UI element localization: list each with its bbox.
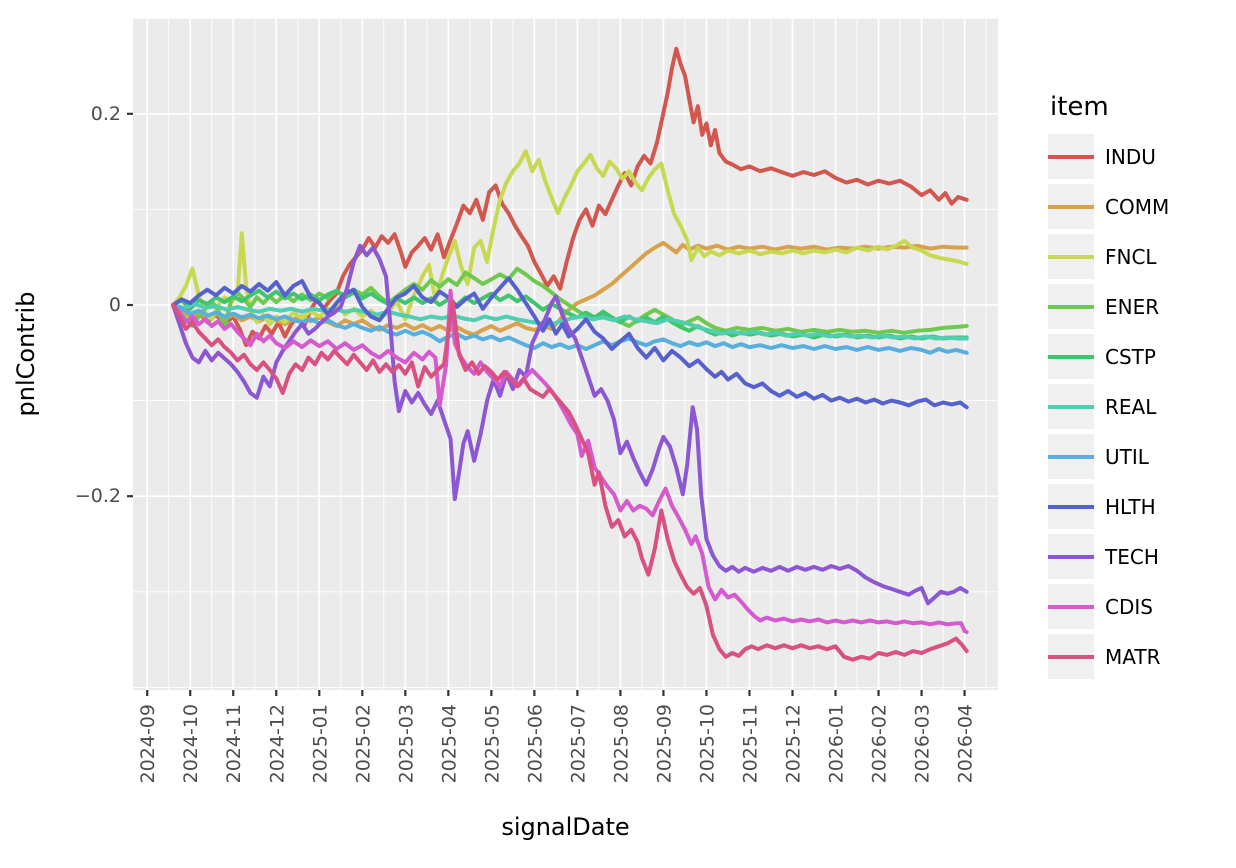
legend-item-label: MATR (1105, 644, 1161, 669)
legend-key-line (1048, 604, 1094, 609)
series-line-util (171, 303, 969, 355)
y-tick-label: −0.2 (75, 485, 121, 507)
legend-key-swatch (1048, 634, 1094, 679)
legend-key-line (1048, 454, 1094, 459)
x-tick-label: 2026-04 (955, 704, 977, 783)
legend-item-label: FNCL (1105, 244, 1157, 269)
x-tick-label: 2025-05 (481, 704, 503, 783)
legend-item-label: CSTP (1105, 344, 1156, 369)
x-tick-label: 2024-11 (223, 704, 245, 783)
series-line-hlth (171, 276, 969, 410)
legend-item-hlth: HLTH (1048, 484, 1233, 529)
legend-key-swatch (1048, 234, 1094, 279)
legend-item-util: UTIL (1048, 434, 1233, 479)
x-tick-label: 2024-09 (137, 704, 159, 783)
series-line-ener (171, 266, 969, 335)
legend-title: item (1050, 92, 1109, 122)
x-tick-label: 2026-02 (869, 704, 891, 783)
y-tick-label: 0 (109, 294, 121, 316)
legend-key-swatch (1048, 334, 1094, 379)
legend-item-ener: ENER (1048, 284, 1233, 329)
x-tick-label: 2026-01 (826, 704, 848, 783)
x-tick-label: 2025-03 (395, 704, 417, 783)
legend-item-matr: MATR (1048, 634, 1233, 679)
legend-item-cdis: CDIS (1048, 584, 1233, 629)
axis-ticks: 0.2 0 −0.2 2024-09 2024-10 2024-11 2024-12 2025… (75, 103, 977, 784)
x-tick-label: 2025-01 (309, 704, 331, 783)
x-tick-label: 2025-02 (352, 704, 374, 783)
legend-item-cstp: CSTP (1048, 334, 1233, 379)
x-tick-label: 2025-09 (653, 704, 675, 783)
x-tick-label: 2024-10 (180, 704, 202, 783)
legend-item-label: HLTH (1105, 494, 1156, 519)
legend-key-swatch (1048, 184, 1094, 229)
x-tick-label: 2025-08 (610, 704, 632, 783)
legend: item INDU COMM FNCL ENER CSTP REAL UTIL HLTH TEC… (1048, 92, 1233, 684)
x-tick-label: 2025-10 (696, 704, 718, 783)
legend-item-label: REAL (1105, 394, 1157, 419)
legend-key-line (1048, 154, 1094, 159)
series-line-real (171, 302, 969, 341)
legend-item-fncl: FNCL (1048, 234, 1233, 279)
legend-item-label: ENER (1105, 294, 1160, 319)
legend-key-line (1048, 304, 1094, 309)
legend-key-swatch (1048, 534, 1094, 579)
x-tick-label: 2026-03 (912, 704, 934, 783)
legend-key-swatch (1048, 584, 1094, 629)
x-tick-label: 2025-11 (739, 704, 761, 783)
legend-items: INDU COMM FNCL ENER CSTP REAL UTIL HLTH TECH CDIS… (1048, 134, 1233, 679)
legend-item-label: INDU (1105, 144, 1156, 169)
legend-key-line (1048, 404, 1094, 409)
legend-key-swatch (1048, 134, 1094, 179)
legend-key-line (1048, 204, 1094, 209)
series-line-tech (171, 243, 969, 606)
legend-key-swatch (1048, 384, 1094, 429)
plot-panel (133, 18, 998, 690)
legend-key-swatch (1048, 484, 1094, 529)
legend-item-tech: TECH (1048, 534, 1233, 579)
x-tick-label: 2024-12 (266, 704, 288, 783)
legend-item-label: COMM (1105, 194, 1170, 219)
series-line-matr (171, 299, 969, 662)
legend-key-line (1048, 504, 1094, 509)
legend-item-label: CDIS (1105, 594, 1153, 619)
legend-key-line (1048, 254, 1094, 259)
legend-key-line (1048, 554, 1094, 559)
legend-item-label: TECH (1105, 544, 1159, 569)
legend-key-line (1048, 654, 1094, 659)
x-tick-label: 2025-04 (438, 704, 460, 783)
x-tick-label: 2025-12 (783, 704, 805, 783)
x-axis-title: signalDate (501, 813, 630, 841)
legend-key-swatch (1048, 434, 1094, 479)
x-tick-label: 2025-06 (524, 704, 546, 783)
legend-key-line (1048, 354, 1094, 359)
legend-item-indu: INDU (1048, 134, 1233, 179)
series-lines (171, 46, 969, 662)
x-tick-label: 2025-07 (567, 704, 589, 783)
legend-item-comm: COMM (1048, 184, 1233, 229)
series-line-cdis (171, 288, 969, 634)
y-axis-title: pnlContrib (12, 291, 40, 417)
legend-item-real: REAL (1048, 384, 1233, 429)
legend-item-label: UTIL (1105, 444, 1149, 469)
y-tick-label: 0.2 (91, 103, 121, 125)
legend-key-swatch (1048, 284, 1094, 329)
